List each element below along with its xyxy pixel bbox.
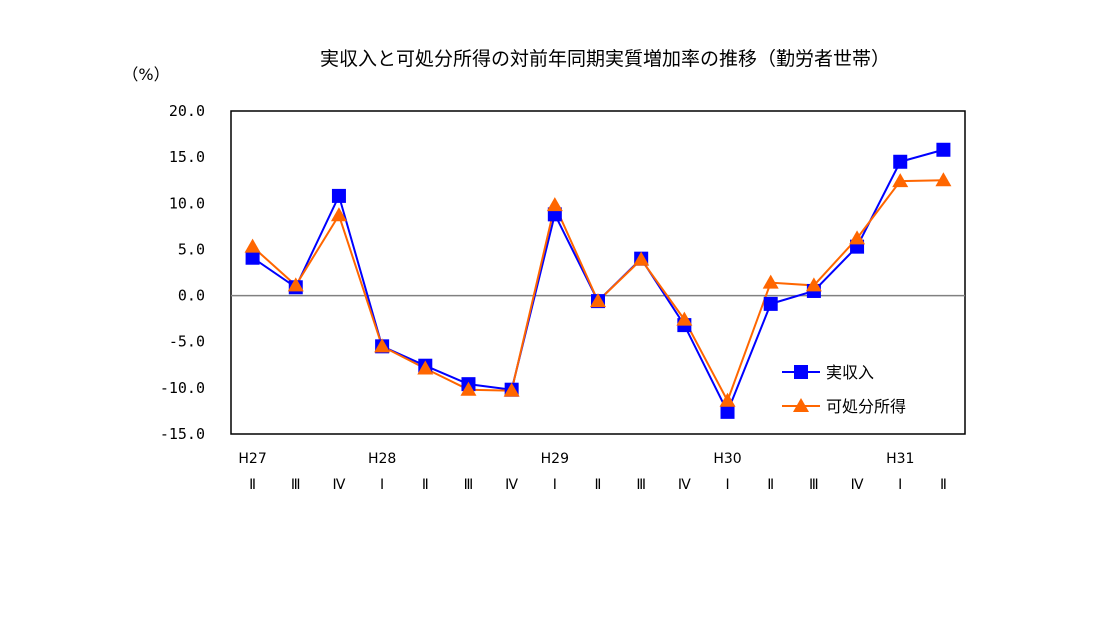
y-tick-label: -10.0	[160, 379, 205, 397]
data-point-disposable	[633, 251, 650, 266]
data-point-income	[763, 296, 778, 311]
data-point-disposable	[244, 238, 261, 253]
chart-title: 実収入と可処分所得の対前年同期実質増加率の推移（勤労者世帯）	[320, 48, 890, 70]
x-quarter-label: Ⅱ	[249, 477, 256, 493]
data-point-disposable	[546, 197, 563, 212]
y-tick-label: -5.0	[169, 333, 205, 351]
data-point-disposable	[892, 173, 909, 188]
y-tick-label: -15.0	[160, 425, 205, 443]
y-axis: 20.0 15.0 10.0 5.0 0.0 -5.0 -10.0 -15.0	[160, 102, 205, 443]
data-point-income	[245, 250, 260, 265]
x-quarter-label: Ⅱ	[595, 477, 602, 493]
data-point-disposable	[287, 277, 304, 292]
x-year-label: H30	[713, 451, 741, 467]
x-quarter-label: Ⅲ	[464, 477, 474, 493]
legend-marker-disposable	[793, 398, 809, 412]
x-quarter-label: Ⅲ	[636, 477, 646, 493]
x-quarter-label: Ⅱ	[940, 477, 947, 493]
data-point-disposable	[762, 274, 779, 289]
x-quarter-label: Ⅱ	[422, 477, 429, 493]
x-quarter-label: Ⅰ	[725, 477, 729, 493]
x-quarter-label: Ⅳ	[505, 477, 518, 493]
data-point-income	[893, 154, 908, 169]
data-point-disposable	[330, 207, 347, 222]
y-tick-label: 10.0	[169, 194, 205, 212]
x-year-label: H31	[886, 451, 914, 467]
data-point-disposable	[935, 172, 952, 187]
x-quarter-label: Ⅰ	[553, 477, 557, 493]
y-tick-label: 15.0	[169, 148, 205, 166]
data-point-disposable	[374, 338, 391, 353]
data-point-income	[936, 142, 951, 157]
x-axis: H27 Ⅱ Ⅲ Ⅳ H28 Ⅰ Ⅱ Ⅲ Ⅳ H29 Ⅰ Ⅱ Ⅲ Ⅳ H30 Ⅰ Ⅱ Ⅲ Ⅳ H31 Ⅰ Ⅱ	[238, 451, 946, 493]
x-quarter-label: Ⅳ	[851, 477, 864, 493]
legend-marker-income	[794, 365, 808, 379]
x-quarter-label: Ⅰ	[380, 477, 384, 493]
plot-area	[230, 110, 966, 435]
x-year-label: H29	[541, 451, 569, 467]
data-point-disposable	[417, 360, 434, 375]
y-tick-label: 20.0	[169, 102, 205, 120]
legend-label-income: 実収入	[826, 363, 874, 382]
x-quarter-label: Ⅰ	[898, 477, 902, 493]
x-year-label: H28	[368, 451, 396, 467]
data-point-disposable	[719, 392, 736, 407]
data-point-disposable	[805, 277, 822, 292]
legend: 実収入 可処分所得	[782, 363, 906, 416]
x-quarter-label: Ⅱ	[767, 477, 774, 493]
data-point-disposable	[503, 382, 520, 397]
x-year-label: H27	[238, 451, 266, 467]
y-tick-label: 0.0	[178, 287, 205, 305]
data-point-disposable	[590, 293, 606, 308]
data-point-disposable	[460, 381, 477, 396]
data-point-income	[720, 404, 735, 419]
x-quarter-label: Ⅲ	[291, 477, 301, 493]
y-axis-unit: （%）	[122, 65, 169, 84]
x-quarter-label: Ⅳ	[332, 477, 345, 493]
legend-label-disposable: 可処分所得	[826, 397, 906, 416]
x-quarter-label: Ⅲ	[809, 477, 819, 493]
data-point-disposable	[676, 311, 693, 326]
x-quarter-label: Ⅳ	[678, 477, 691, 493]
data-point-income	[331, 188, 346, 203]
series-layer	[244, 142, 952, 419]
data-point-disposable	[849, 230, 866, 245]
y-tick-label: 5.0	[178, 240, 205, 258]
